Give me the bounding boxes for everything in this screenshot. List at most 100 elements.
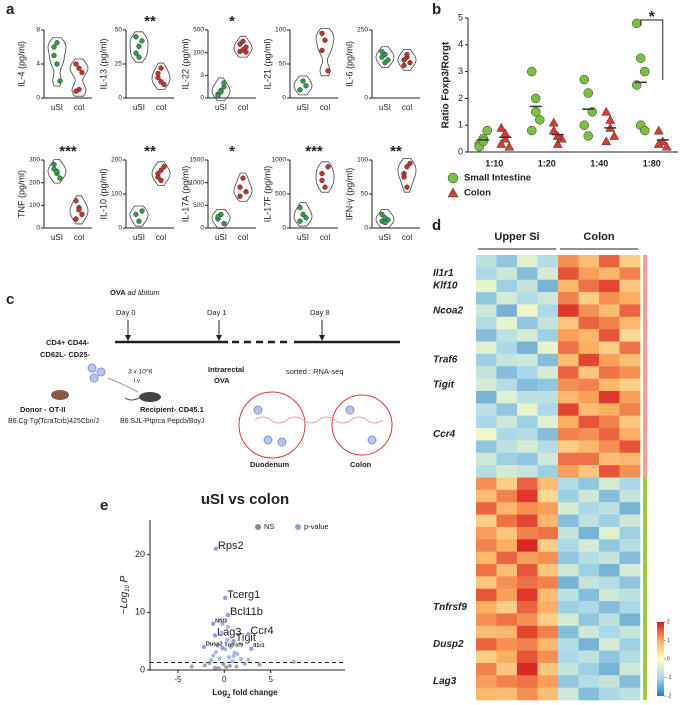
heatmap-cell	[599, 675, 620, 688]
heatmap-cell	[517, 390, 538, 404]
heatmap-cell	[558, 366, 579, 379]
x-tick-label: uSI	[51, 103, 63, 112]
heatmap-cell	[537, 638, 559, 651]
heatmap-cell	[558, 255, 579, 268]
heatmap-cell	[578, 292, 600, 305]
data-point	[601, 136, 612, 146]
data-point	[219, 630, 224, 635]
y-axis-label: IL-22 (pg/ml)	[180, 38, 190, 89]
heatmap-cell	[496, 502, 518, 515]
heatmap-cell	[517, 353, 538, 367]
y-tick-label: 3	[458, 66, 463, 76]
y-tick-label: 0	[118, 225, 122, 232]
heatmap-cell	[496, 625, 518, 639]
data-point	[636, 53, 646, 63]
y-tick-label: 0	[140, 664, 145, 674]
heatmap-cell	[578, 255, 600, 268]
data-point	[237, 193, 243, 199]
heatmap-cell	[517, 341, 538, 355]
heatmap-cell	[558, 403, 579, 416]
heatmap-cell	[578, 440, 600, 454]
data-point	[73, 88, 79, 94]
data-point	[640, 125, 650, 136]
violin	[293, 75, 313, 96]
heatmap-cell	[558, 465, 579, 478]
heatmap-cell	[599, 465, 620, 478]
y-tick-label: 500	[193, 27, 204, 34]
y-tick-label: 10	[135, 607, 145, 617]
y-tick-label: 500	[275, 191, 286, 198]
heatmap-cell	[517, 514, 538, 528]
heatmap-cell	[578, 428, 600, 441]
heatmap-cell	[619, 267, 641, 281]
heatmap-cell	[496, 588, 518, 602]
x-tick-label: uSI	[51, 233, 63, 242]
y-tick-label: 0	[458, 146, 463, 156]
panel-label: e	[100, 497, 108, 514]
violin	[397, 158, 417, 193]
violin	[397, 49, 417, 71]
y-tick-label: 100	[193, 49, 204, 56]
intrarectal: Intrarectal	[208, 365, 244, 374]
x-tick-label: col	[238, 103, 248, 112]
heatmap-cell	[578, 625, 600, 639]
heatmap-cell	[496, 601, 518, 614]
heatmap-cell	[619, 279, 641, 293]
data-point	[218, 89, 224, 95]
data-point	[243, 49, 249, 55]
day-label: Day 8	[310, 308, 330, 317]
x-tick-label: uSI	[297, 103, 309, 112]
violin	[211, 77, 231, 102]
heatmap-cell	[578, 366, 600, 379]
data-point	[407, 160, 413, 167]
data-point	[226, 624, 230, 629]
data-point	[235, 651, 240, 656]
data-point	[257, 662, 262, 667]
data-point	[51, 161, 57, 168]
data-point	[379, 49, 385, 55]
data-point	[531, 93, 541, 104]
cell	[96, 367, 106, 377]
heatmap-cell	[476, 329, 497, 342]
heatmap: Upper Si Colon Il1r1 Klf10 Ncoa2 Traf6 Tigit Cc…	[433, 231, 672, 701]
heatmap-cell	[619, 378, 641, 392]
heatmap-cell	[476, 292, 497, 305]
data-point	[133, 50, 139, 56]
intestine	[254, 416, 384, 424]
significance: ***	[305, 143, 323, 160]
heatmap-cell	[496, 638, 518, 651]
donor-strain: B6.Cg-Tg(TcraTcrb)425Cbn/J	[8, 418, 99, 425]
heatmap-cell	[599, 539, 620, 552]
heatmap-cell	[537, 267, 559, 281]
data-point	[79, 211, 85, 218]
gene-label: Tigit	[236, 632, 256, 644]
column-group-label: Colon	[583, 231, 614, 243]
violin	[315, 161, 335, 193]
heatmap-cell	[619, 477, 641, 491]
heatmap-cell	[496, 514, 518, 528]
heatmap-cell	[496, 440, 518, 454]
heatmap-cell	[578, 316, 600, 330]
heatmap-cell	[476, 415, 497, 429]
gene-point	[231, 638, 236, 644]
data-point	[209, 658, 214, 663]
legend-marker	[295, 524, 301, 530]
heatmap-cell	[537, 601, 559, 614]
data-point	[240, 175, 246, 181]
heatmap-cell	[537, 255, 559, 268]
heatmap-cell	[476, 366, 497, 379]
y-tick-label: 0	[282, 95, 286, 102]
violin	[129, 31, 149, 63]
heatmap-cell	[517, 428, 538, 441]
heatmap-cell	[496, 329, 518, 342]
heatmap-cell	[578, 638, 600, 651]
heatmap-cell	[578, 304, 600, 318]
heatmap-cell	[619, 576, 641, 590]
cell	[367, 435, 377, 445]
y-tick-label: 50	[279, 61, 287, 68]
y-axis-label: IL-6 (pg/ml)	[344, 41, 354, 87]
violin	[69, 58, 89, 97]
heatmap-cell	[537, 316, 559, 330]
cell-label: CD4+ CD44-	[46, 338, 90, 347]
